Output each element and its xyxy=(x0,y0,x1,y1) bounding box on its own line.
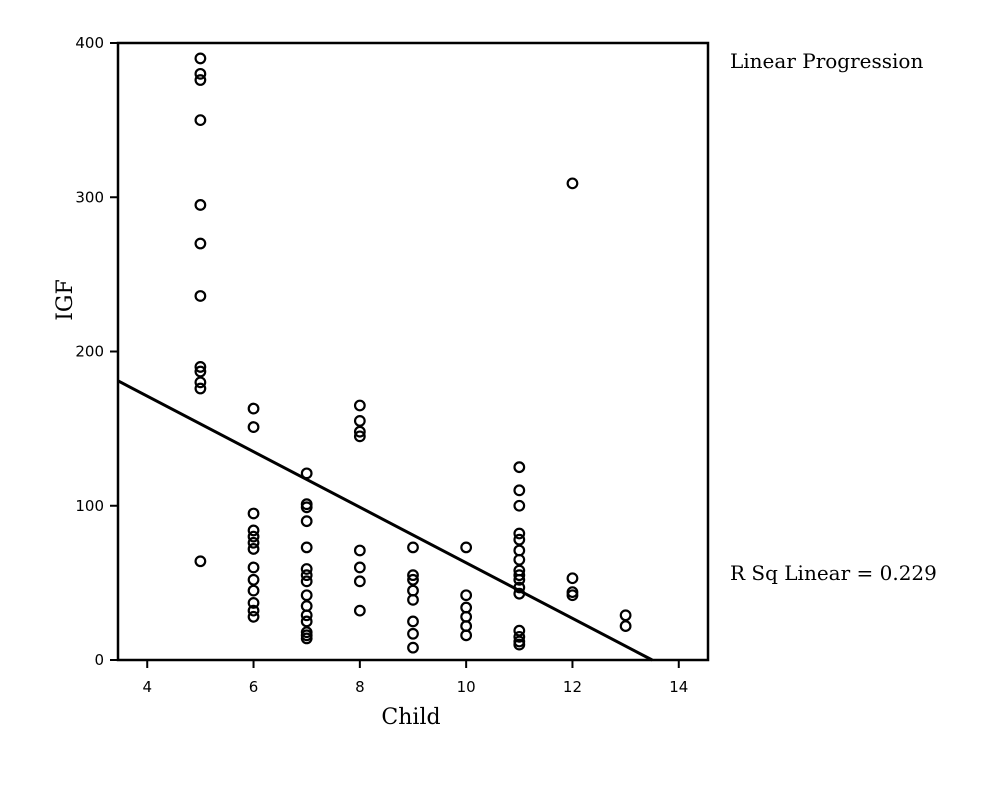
data-point xyxy=(619,620,632,632)
y-tick-label: 0 xyxy=(94,651,104,669)
data-point xyxy=(194,555,207,568)
data-point xyxy=(566,589,579,602)
data-point xyxy=(247,402,260,415)
data-point xyxy=(407,593,419,606)
data-point xyxy=(247,561,260,574)
data-point xyxy=(247,507,260,520)
x-tick-label: 8 xyxy=(355,678,365,696)
data-point xyxy=(513,553,526,566)
data-point xyxy=(460,589,473,602)
data-point xyxy=(353,425,366,438)
data-point xyxy=(300,575,313,588)
data-point xyxy=(247,584,260,597)
data-point xyxy=(513,533,526,546)
data-point xyxy=(194,365,207,378)
data-point xyxy=(194,67,207,80)
data-point xyxy=(194,376,207,389)
x-tick-label: 4 xyxy=(142,678,152,696)
data-point xyxy=(300,569,313,582)
data-point xyxy=(513,569,526,582)
x-tick-label: 14 xyxy=(669,678,688,696)
data-point xyxy=(513,638,526,651)
data-point xyxy=(566,177,579,190)
data-point xyxy=(247,604,260,617)
data-point xyxy=(353,575,366,588)
x-tick-label: 10 xyxy=(457,678,476,696)
data-point xyxy=(566,572,579,585)
y-axis: 0 100 200 300 400 xyxy=(75,34,118,669)
fit-line xyxy=(117,379,653,662)
data-point xyxy=(194,199,207,211)
data-point xyxy=(194,74,207,86)
data-point xyxy=(460,629,473,642)
r-squared-label: R Sq Linear = 0.229 xyxy=(730,561,937,585)
data-point xyxy=(300,501,313,514)
data-point xyxy=(247,421,260,433)
data-point xyxy=(194,382,207,395)
data-point xyxy=(300,632,313,645)
plot-frame xyxy=(116,41,710,662)
data-point xyxy=(194,52,207,65)
data-point xyxy=(247,530,260,543)
data-point xyxy=(247,610,260,623)
data-point xyxy=(513,630,526,643)
data-point xyxy=(353,430,366,443)
data-point xyxy=(353,415,366,427)
fit-line-label: Linear Progression xyxy=(730,49,923,73)
data-point xyxy=(194,237,207,250)
y-tick-label: 100 xyxy=(75,497,104,515)
data-point xyxy=(513,624,526,637)
data-point xyxy=(353,399,366,412)
data-point xyxy=(460,541,473,554)
data-point xyxy=(300,541,313,554)
data-point xyxy=(513,484,526,497)
data-point xyxy=(194,114,207,127)
data-point xyxy=(407,569,419,582)
data-point xyxy=(407,541,419,554)
data-point xyxy=(194,361,207,373)
data-point xyxy=(407,573,419,586)
data-point xyxy=(247,524,260,537)
y-axis-label: IGF xyxy=(53,279,78,321)
data-points xyxy=(194,52,632,654)
data-point xyxy=(300,563,313,575)
data-point xyxy=(353,544,366,557)
data-point xyxy=(353,604,366,617)
data-point xyxy=(513,573,526,586)
data-point xyxy=(300,609,313,622)
data-point xyxy=(247,573,260,586)
x-tick-label: 6 xyxy=(249,678,259,696)
data-point xyxy=(194,290,207,302)
data-point xyxy=(247,543,260,555)
x-tick-label: 12 xyxy=(563,678,582,696)
data-point xyxy=(353,561,366,574)
data-point xyxy=(300,515,313,528)
data-point xyxy=(407,627,419,640)
y-tick-label: 400 xyxy=(75,34,104,52)
data-point xyxy=(300,615,313,628)
data-point xyxy=(513,461,526,474)
data-point xyxy=(513,527,526,540)
data-point xyxy=(247,597,260,609)
data-point xyxy=(247,536,260,549)
data-point xyxy=(619,609,632,622)
data-point xyxy=(513,499,526,512)
data-point xyxy=(300,589,313,602)
y-tick-label: 300 xyxy=(75,188,104,206)
y-tick-label: 200 xyxy=(75,343,104,361)
x-axis-label: Child xyxy=(381,705,440,730)
data-point xyxy=(407,615,419,628)
data-point xyxy=(407,641,419,654)
x-axis: 4 6 8 10 12 14 xyxy=(142,660,688,696)
